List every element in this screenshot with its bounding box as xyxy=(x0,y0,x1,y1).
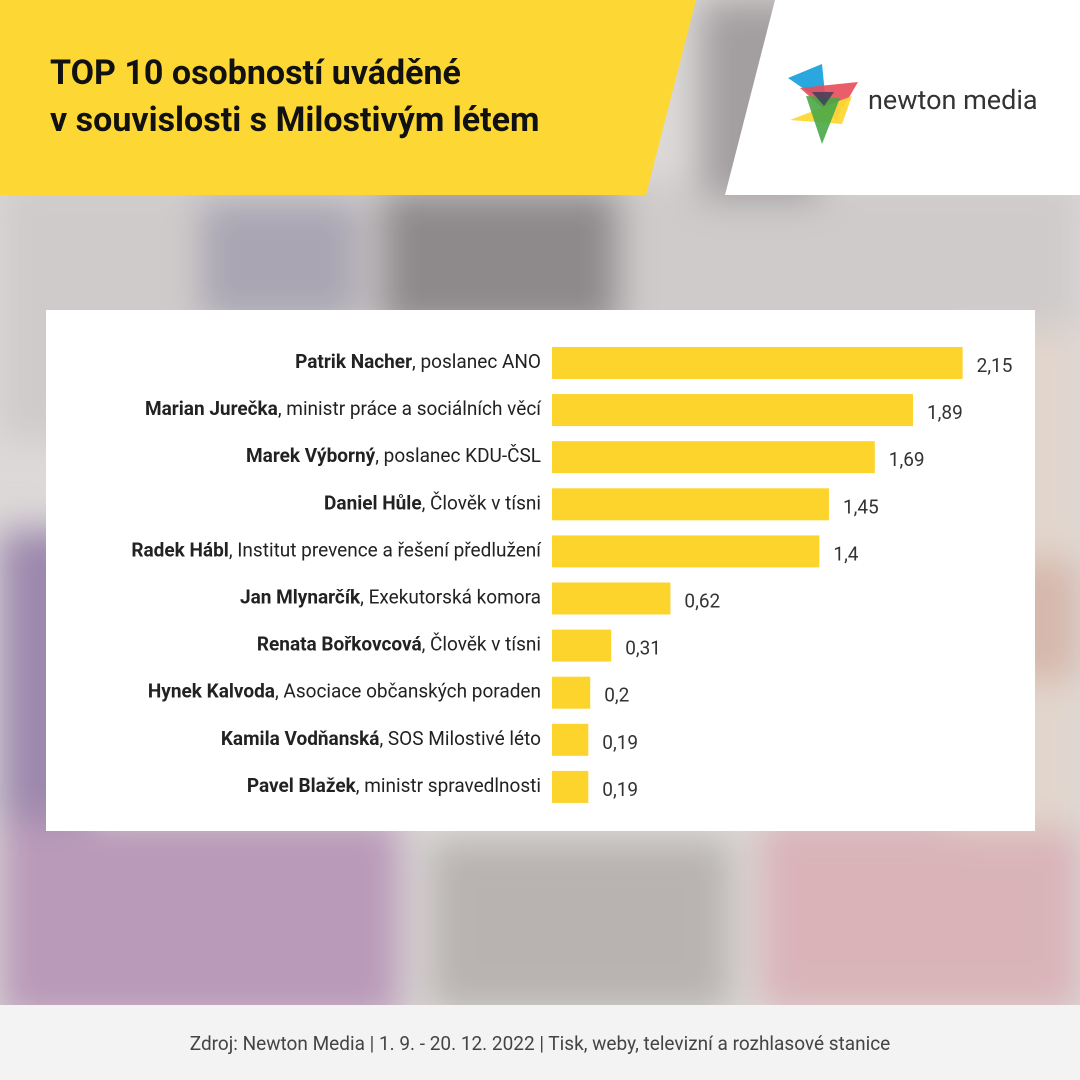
footer-source: Zdroj: Newton Media | 1. 9. - 20. 12. 20… xyxy=(190,1032,891,1055)
value-label: 1,69 xyxy=(889,448,925,471)
person-name: Pavel Blažek xyxy=(247,774,357,797)
person-role: , SOS Milostivé léto xyxy=(379,727,541,750)
bar-chart: Patrik Nacher, poslanec ANO 2,15 Marian Ju… xyxy=(131,347,1012,803)
value-label: 0,19 xyxy=(602,731,638,754)
footer-band xyxy=(0,1005,1080,1080)
category-label: Marek Výborný, poslanec KDU-ČSL xyxy=(246,444,541,467)
logo-icon xyxy=(788,64,858,144)
category-label: Daniel Hůle, Člověk v tísni xyxy=(324,491,541,514)
value-label: 1,89 xyxy=(927,401,963,424)
category-label: Hynek Kalvoda, Asociace občanských porad… xyxy=(148,680,541,703)
bar xyxy=(552,394,913,427)
person-role: , Institut prevence a řešení předlužení xyxy=(229,538,542,561)
value-label: 1,45 xyxy=(843,495,879,518)
title: TOP 10 osobností uváděné xyxy=(50,53,461,93)
person-role: , ministr práce a sociálních věcí xyxy=(278,397,542,420)
header-band xyxy=(0,0,696,195)
bar xyxy=(552,629,612,662)
person-role: , poslanec ANO xyxy=(412,350,541,373)
bar xyxy=(552,535,820,568)
title: v souvislosti s Milostivým létem xyxy=(50,100,539,140)
category-label: Radek Hábl, Institut prevence a řešení p… xyxy=(131,538,542,561)
person-name: Renata Bořkovcová xyxy=(257,633,422,656)
bar xyxy=(552,441,875,474)
person-name: Jan Mlynarčík xyxy=(240,586,361,609)
logo-band xyxy=(725,0,1080,195)
person-name: Daniel Hůle xyxy=(324,491,422,514)
bar xyxy=(552,676,591,709)
value-label: 2,15 xyxy=(977,354,1013,377)
category-label: Patrik Nacher, poslanec ANO xyxy=(295,350,541,373)
category-label: Renata Bořkovcová, Člověk v tísni xyxy=(257,633,541,656)
category-label: Pavel Blažek, ministr spravedlnosti xyxy=(247,774,541,797)
value-label: 0,31 xyxy=(625,637,661,660)
bar xyxy=(552,770,589,803)
person-name: Patrik Nacher xyxy=(295,350,412,373)
bar xyxy=(552,488,829,521)
person-role: , Exekutorská komora xyxy=(360,586,541,609)
person-role: , Člověk v tísni xyxy=(422,633,541,656)
value-label: 1,4 xyxy=(833,542,858,565)
category-label: Jan Mlynarčík, Exekutorská komora xyxy=(240,586,541,609)
person-name: Kamila Vodňanská xyxy=(221,727,380,750)
category-label: Marian Jurečka, ministr práce a sociální… xyxy=(145,397,542,420)
person-role: , ministr spravedlnosti xyxy=(356,774,541,797)
bar xyxy=(552,347,963,379)
bar xyxy=(552,582,671,615)
category-label: Kamila Vodňanská, SOS Milostivé léto xyxy=(221,727,541,750)
person-role: , poslanec KDU-ČSL xyxy=(375,444,541,467)
person-name: Hynek Kalvoda xyxy=(148,680,275,703)
value-label: 0,62 xyxy=(684,590,720,613)
person-role: , Člověk v tísni xyxy=(422,491,541,514)
person-role: , Asociace občanských poraden xyxy=(275,680,541,703)
value-label: 0,19 xyxy=(602,778,638,801)
bar xyxy=(552,723,589,756)
person-name: Marek Výborný xyxy=(246,444,376,467)
chart-panel xyxy=(46,310,1035,831)
person-name: Radek Hábl xyxy=(131,538,228,561)
value-label: 0,2 xyxy=(604,684,629,707)
person-name: Marian Jurečka xyxy=(145,397,278,420)
logo-text: newton media xyxy=(868,84,1038,116)
